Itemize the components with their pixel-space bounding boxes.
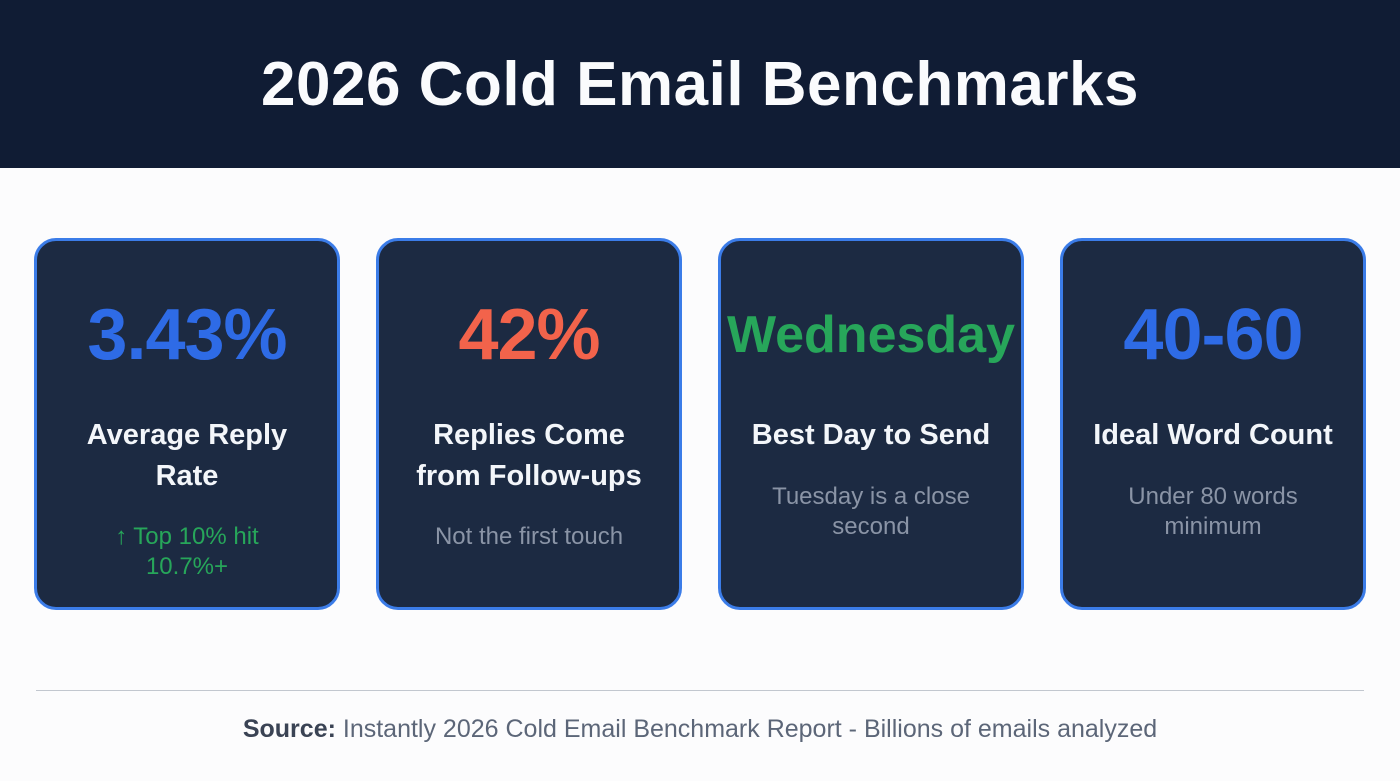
up-arrow-icon: ↑	[115, 523, 128, 551]
header: 2026 Cold Email Benchmarks	[0, 0, 1400, 168]
stat-cards: 3.43% Average Reply Rate ↑ Top 10% hit 10…	[0, 238, 1400, 610]
footer: Source: Instantly 2026 Cold Email Benchm…	[0, 690, 1400, 744]
stat-card-followup-replies: 42% Replies Come from Follow-ups Not the…	[376, 238, 682, 610]
stat-label: Replies Come from Follow-ups	[416, 419, 642, 492]
stat-subtext: ↑ Top 10% hit 10.7%+	[72, 522, 302, 582]
stat-card-average-reply-rate: 3.43% Average Reply Rate ↑ Top 10% hit 10…	[34, 238, 340, 610]
stat-label: Best Day to Send	[751, 419, 991, 451]
page-title: 2026 Cold Email Benchmarks	[261, 49, 1139, 119]
stat-value: 3.43%	[87, 295, 287, 375]
source-label: Source:	[242, 715, 336, 743]
source-note: Source: Instantly 2026 Cold Email Benchm…	[0, 715, 1400, 744]
stat-label: Average Reply Rate	[86, 419, 288, 492]
stat-subtext: Tuesday is a close second	[772, 482, 970, 540]
stat-value: 40-60	[1123, 295, 1303, 375]
footer-divider	[36, 690, 1364, 691]
stat-subtext-text: Top 10% hit 10.7%+	[133, 523, 259, 581]
stat-value: 42%	[458, 295, 600, 375]
stat-card-word-count: 40-60 Ideal Word Count Under 80 words mi…	[1060, 238, 1366, 610]
stat-value: Wednesday	[726, 306, 1016, 364]
stat-label: Ideal Word Count	[1093, 419, 1333, 451]
stat-card-best-day: Wednesday Best Day to Send Tuesday is a …	[718, 238, 1024, 610]
stat-subtext: Under 80 words minimum	[1128, 482, 1298, 540]
stat-subtext: Not the first touch	[434, 523, 624, 551]
source-text: Instantly 2026 Cold Email Benchmark Repo…	[335, 715, 1158, 743]
